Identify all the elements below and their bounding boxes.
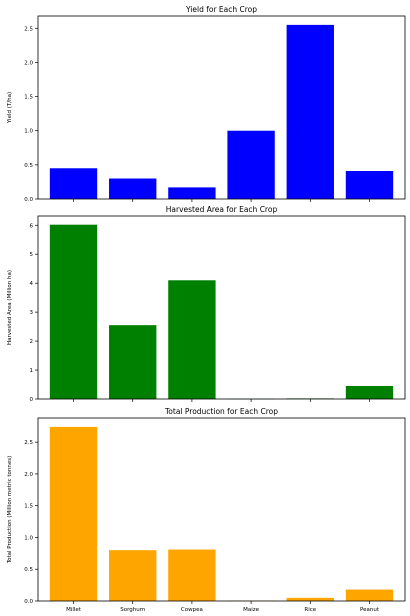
bar-peanut [345, 171, 394, 199]
chart-panel-3: Total Production for Each Crop Total Prod… [7, 407, 406, 613]
y-axis-label: Yield (T/ha) [7, 92, 13, 124]
y-tick-label: 2 [30, 339, 34, 345]
chart-title: Yield for Each Crop [185, 5, 257, 14]
plot-frame [37, 15, 406, 200]
chart-panel-2: Harvested Area for Each Crop Harvested Ar… [7, 205, 406, 403]
y-tick-label: 1.0 [24, 535, 33, 541]
plot-frame [37, 215, 406, 400]
bar-sorghum [109, 178, 157, 199]
bar-cowpea [168, 187, 216, 199]
y-tick-label: 6 [30, 223, 34, 229]
chart-title: Harvested Area for Each Crop [166, 205, 278, 214]
y-tick-label: 0.0 [24, 599, 33, 605]
y-tick-label: 2.5 [24, 440, 33, 446]
bar-millet [49, 168, 98, 199]
bar-millet [49, 426, 98, 601]
x-tick-label: Maize [243, 607, 260, 613]
y-tick-label: 2.5 [24, 26, 33, 32]
y-tick-label: 0 [30, 397, 34, 403]
bar-sorghum [109, 550, 157, 601]
bar-cowpea [168, 280, 216, 399]
y-tick-label: 2.0 [24, 472, 33, 478]
plot-frame [37, 417, 406, 602]
y-tick-label: 2.0 [24, 60, 33, 66]
y-tick-label: 1.5 [24, 95, 33, 101]
x-tick-label: Millet [66, 607, 82, 613]
x-tick-label: Cowpea [181, 607, 203, 613]
bar-millet [49, 224, 98, 399]
bar-sorghum [109, 325, 157, 399]
chart-panel-1: Yield for Each Crop Yield (T/ha) 0.0 0.5 1.0… [7, 5, 406, 203]
y-tick-label: 0.5 [24, 567, 33, 573]
bar-rice [286, 24, 334, 200]
y-axis-label: Harvested Area (Million ha) [7, 270, 13, 345]
y-tick-label: 5 [30, 252, 34, 258]
chart-title: Total Production for Each Crop [164, 407, 278, 416]
bar-cowpea [168, 549, 216, 601]
y-axis-label: Total Production (Million metric tonnes) [7, 456, 13, 565]
x-tick-label: Peanut [360, 607, 380, 613]
y-tick-label: 0.5 [24, 163, 33, 169]
y-tick-label: 0.0 [24, 197, 33, 203]
y-tick-label: 4 [30, 281, 34, 287]
x-tick-label: Sorghum [120, 607, 145, 613]
y-tick-label: 1.0 [24, 129, 33, 135]
y-tick-label: 1.5 [24, 504, 33, 510]
bar-maize [227, 130, 275, 199]
bar-rice [286, 597, 334, 601]
y-tick-label: 3 [30, 310, 34, 316]
y-tick-label: 1 [30, 368, 34, 374]
x-tick-label: Rice [304, 607, 316, 613]
bar-peanut [345, 385, 394, 399]
bar-peanut [345, 589, 394, 601]
